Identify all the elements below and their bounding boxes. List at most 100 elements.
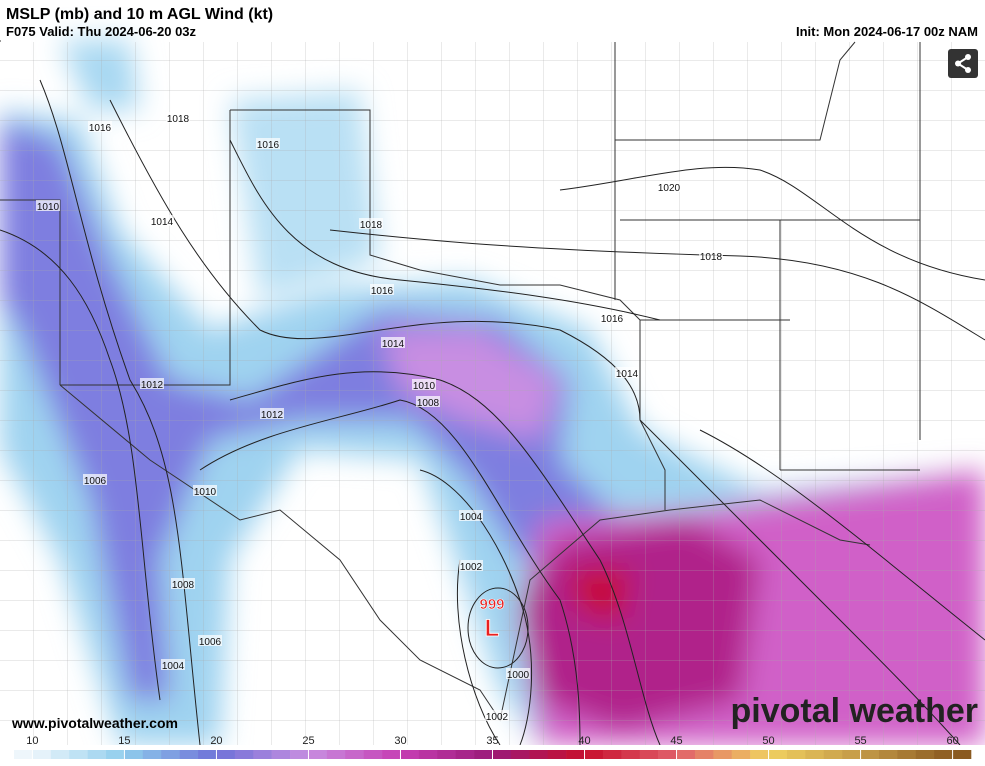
colorbar-segment [694,750,714,759]
colorbar-segment [952,750,972,759]
colorbar-segment [198,750,217,759]
isobar-label-bg [260,408,284,419]
colorbar-segment [860,750,880,759]
colorbar-segment [418,750,438,759]
isobar-label-bg [140,378,164,389]
isobar-label-bg [171,578,195,589]
isobar-label: 1014 [616,369,639,380]
colorbar-segment [676,750,696,759]
colorbar-tick-label: 20 [210,735,222,747]
colorbar-segment [290,750,309,759]
isobar-label: 1018 [167,114,190,125]
isobar-label-bg [485,710,509,721]
low-center: L [485,615,500,642]
colorbar-tick-label: 50 [762,735,774,747]
colorbar-segment [179,750,199,759]
isobar-label-bg [198,635,222,646]
colorbar-segment [326,750,346,759]
isobar-label: 1012 [261,410,284,421]
colorbar-tick-label: 30 [394,735,406,747]
low-pressure-value: 999 [479,596,504,613]
colorbar-segment [529,750,549,759]
isobar-label: 1016 [601,314,624,325]
isobar-label-bg [412,379,436,390]
isobar-label-bg [166,112,190,123]
share-icon-dot[interactable] [965,54,971,60]
colorbar-segment [566,750,585,759]
colorbar-segment [161,750,180,759]
isobar-label: 1004 [460,512,483,523]
colorbar-segment [842,750,861,759]
isobar-label-bg [256,138,280,149]
isobar-label-bg [88,121,112,132]
isobar-label-bg [416,396,440,407]
colorbar-segment [216,750,236,759]
colorbar-segment [731,750,751,759]
colorbar-segment [345,750,364,759]
colorbar-segment [750,750,769,759]
colorbar-segment [124,750,144,759]
isobar-label-bg [193,485,217,496]
colorbar-segment [713,750,733,759]
isobar-label: 1012 [141,380,164,391]
colorbar-tick-label: 10 [26,735,38,747]
colorbar-segment [823,750,843,759]
colorbar-tick-label: 60 [946,735,958,747]
isobar-label-bg [161,659,185,670]
isobar-label: 1014 [151,217,174,228]
colorbar-segment [639,750,659,759]
colorbar-segment [106,750,125,759]
colorbar-segment [805,750,825,759]
brand-watermark: pivotal weather [730,692,978,730]
colorbar-tick-label: 55 [854,735,866,747]
isobar-label-bg [359,218,383,229]
isobar-label: 1010 [37,202,60,213]
share-icon-dot[interactable] [955,60,961,67]
isobar-label-bg [657,181,681,192]
isobar-label: 1014 [382,339,405,350]
isobar-label: 1020 [658,183,681,194]
colorbar-segment [253,750,272,759]
isobar-label-bg [36,200,60,211]
colorbar-segment [915,750,935,759]
isobar-label: 1004 [162,661,185,672]
colorbar-segment [50,750,70,759]
share-icon-dot[interactable] [965,67,971,73]
isobar-label: 1016 [89,123,112,134]
isobar-label: 1018 [360,220,383,231]
county-grid [0,42,985,745]
isobar-label: 1010 [413,381,436,392]
colorbar-segment [32,750,52,759]
colorbar-segment [308,750,328,759]
isobar-label: 1016 [257,140,280,151]
colorbar-segment [69,750,88,759]
colorbar-segment [897,750,917,759]
colorbar-segment [142,750,162,759]
colorbar-segment [878,750,898,759]
isobar-label-bg [150,215,174,226]
isobar-label: 1000 [507,670,530,681]
colorbar-segment [400,750,420,759]
share-button-bg[interactable] [948,49,978,78]
colorbar-segment [363,750,383,759]
isobar-label: 1008 [172,580,195,591]
colorbar-segment [474,750,493,759]
colorbar-segment [934,750,953,759]
isobar-label: 1016 [371,286,394,297]
isobar-label-bg [459,510,483,521]
isobar-label-bg [699,250,723,261]
share-button[interactable] [948,49,978,78]
colorbar-segment [510,750,530,759]
isobar-label: 1008 [417,398,440,409]
colorbar-segment [437,750,456,759]
colorbar-segment [658,750,677,759]
colorbar-segment [602,750,622,759]
colorbar-segment [234,750,254,759]
colorbar-segment [492,750,512,759]
isobar-label-bg [600,312,624,323]
isobar-label: 1002 [460,562,483,573]
colorbar-segment [455,750,475,759]
init-time: Init: Mon 2024-06-17 00z NAM [796,24,978,39]
isobar-label-bg [83,474,107,485]
